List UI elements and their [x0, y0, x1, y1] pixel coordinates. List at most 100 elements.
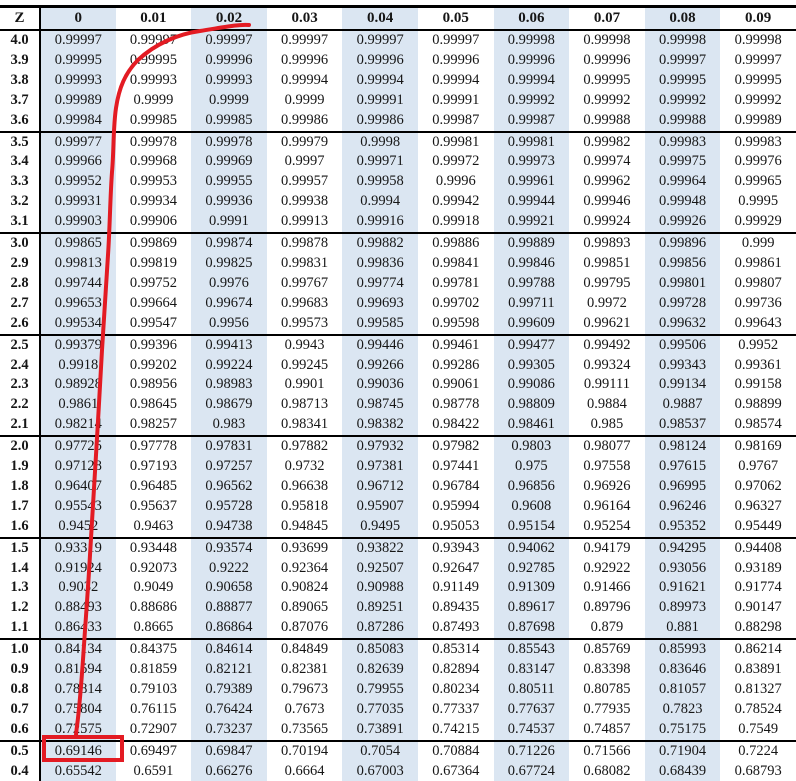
table-cell: 0.99916 — [342, 212, 418, 234]
table-cell: 0.96638 — [281, 477, 329, 494]
table-cell: 0.99609 — [493, 313, 570, 335]
z-label: 3.9 — [0, 50, 41, 71]
table-cell: 0.99413 — [191, 334, 267, 356]
table-row-z-2.8: 2.8 0.99744 0.99752 0.9976 0.99767 0.99774 0.9… — [0, 273, 796, 294]
table-cell: 0.99621 — [583, 314, 631, 331]
table-cell: 0.80234 — [432, 681, 480, 697]
table-cell: 0.975 — [493, 457, 570, 477]
table-cell: 0.7673 — [284, 700, 325, 717]
table-cell: 0.99224 — [191, 355, 267, 376]
table-cell: 0.9918 — [40, 355, 116, 376]
table-cell: 0.98645 — [129, 396, 177, 413]
table-cell: 0.99978 — [129, 133, 177, 150]
table-cell: 0.99983 — [734, 133, 782, 150]
z-label: 4.0 — [0, 30, 41, 51]
table-cell: 0.91309 — [493, 578, 570, 599]
table-cell: 0.99711 — [493, 293, 570, 314]
table-cell: 0.99693 — [342, 293, 418, 314]
table-cell: 0.92073 — [129, 559, 177, 576]
table-cell: 0.84614 — [191, 639, 267, 661]
table-cell: 0.99995 — [129, 51, 177, 68]
table-cell: 0.85993 — [644, 639, 721, 661]
table-row-z-2.7: 2.7 0.99653 0.99664 0.99674 0.99683 0.99693 0.… — [0, 293, 796, 314]
table-cell: 0.85314 — [432, 641, 480, 658]
table-cell: 0.94179 — [583, 539, 631, 556]
table-cell: 0.86433 — [40, 618, 116, 640]
table-cell: 0.70194 — [281, 742, 329, 759]
table-cell: 0.98461 — [493, 415, 570, 437]
table-cell: 0.92922 — [583, 559, 631, 576]
table-cell: 0.99861 — [734, 254, 782, 271]
z-label: 3.1 — [0, 212, 41, 234]
table-cell: 0.72907 — [129, 720, 177, 737]
table-cell: 0.99324 — [583, 356, 631, 373]
z-label: 0.9 — [0, 660, 41, 680]
table-cell: 0.99674 — [191, 293, 267, 314]
table-cell: 0.94845 — [281, 517, 329, 534]
table-cell: 0.73237 — [191, 719, 267, 741]
table-cell: 0.99492 — [583, 336, 631, 353]
table-cell: 0.99997 — [191, 30, 267, 51]
table-cell: 0.95637 — [129, 497, 177, 514]
table-cell: 0.99938 — [281, 193, 329, 210]
table-cell: 0.95154 — [493, 516, 570, 538]
z-label: 2.0 — [0, 436, 41, 458]
table-cell: 0.88877 — [191, 598, 267, 619]
table-cell: 0.9901 — [284, 376, 325, 393]
table-cell: 0.99379 — [40, 334, 116, 356]
table-cell: 0.72575 — [40, 719, 116, 741]
table-cell: 0.67724 — [493, 761, 570, 781]
table-cell: 0.86214 — [734, 641, 782, 658]
table-cell: 0.83398 — [583, 661, 631, 678]
table-cell: 0.98537 — [644, 415, 721, 437]
table-cell: 0.983 — [191, 415, 267, 437]
table-cell: 0.99989 — [40, 90, 116, 111]
table-cell: 0.99994 — [493, 70, 570, 91]
table-cell: 0.95994 — [432, 497, 480, 514]
table-cell: 0.99111 — [583, 376, 630, 393]
table-cell: 0.99997 — [129, 32, 177, 48]
z-label: 1.7 — [0, 496, 41, 517]
table-cell: 0.99906 — [129, 213, 177, 230]
table-cell: 0.74857 — [583, 720, 631, 737]
table-cell: 0.98713 — [281, 396, 329, 413]
table-row-z-1.1: 1.1 0.86433 0.8665 0.86864 0.87076 0.87286 0.8… — [0, 618, 796, 640]
table-cell: 0.99878 — [281, 235, 329, 252]
table-cell: 0.99993 — [40, 70, 116, 91]
table-cell: 0.88298 — [734, 619, 782, 636]
table-cell: 0.99997 — [644, 50, 721, 71]
table-cell: 0.99993 — [129, 71, 177, 88]
table-cell: 0.97128 — [40, 457, 116, 477]
table-cell: 0.94062 — [493, 537, 570, 559]
table-cell: 0.98745 — [342, 395, 418, 416]
table-cell: 0.98679 — [191, 395, 267, 416]
table-cell: 0.99962 — [583, 173, 631, 190]
table-cell: 0.99997 — [281, 32, 329, 48]
table-row-z-2.9: 2.9 0.99813 0.99819 0.99825 0.99831 0.99836 0.… — [0, 253, 796, 274]
z-label: 1.3 — [0, 578, 41, 599]
table-cell: 0.77035 — [342, 699, 418, 720]
table-row-z-3.5: 3.5 0.99977 0.99978 0.99978 0.99979 0.9998 0.9… — [0, 131, 796, 153]
table-cell: 0.99664 — [129, 294, 177, 311]
table-cell: 0.89251 — [342, 598, 418, 619]
table-cell: 0.99774 — [342, 273, 418, 294]
table-row-z-3.0: 3.0 0.99865 0.99869 0.99874 0.99878 0.99882 0.… — [0, 233, 796, 254]
table-cell: 0.99961 — [493, 172, 570, 193]
table-cell: 0.94408 — [734, 539, 782, 556]
table-cell: 0.99983 — [644, 131, 721, 153]
table-row-z-3.4: 3.4 0.99966 0.99968 0.99969 0.9997 0.99971 0.9… — [0, 152, 796, 173]
table-cell: 0.99984 — [40, 110, 116, 132]
table-cell: 0.99988 — [644, 110, 721, 132]
table-cell: 0.77935 — [583, 700, 631, 717]
standard-normal-z-table: Z 0 0.01 0.02 0.03 0.04 0.05 0.06 0.07 0.08 0.09 4… — [0, 5, 796, 781]
table-cell: 0.99981 — [493, 131, 570, 153]
table-cell: 0.91621 — [644, 578, 721, 599]
column-header-0.04: 0.04 — [342, 5, 418, 31]
column-header-0.06: 0.06 — [493, 5, 570, 31]
table-cell: 0.99973 — [493, 152, 570, 173]
table-cell: 0.99985 — [129, 111, 177, 128]
table-cell: 0.99683 — [281, 294, 329, 311]
table-cell: 0.78524 — [734, 700, 782, 717]
table-cell: 0.881 — [644, 618, 721, 640]
table-cell: 0.89435 — [432, 599, 480, 616]
